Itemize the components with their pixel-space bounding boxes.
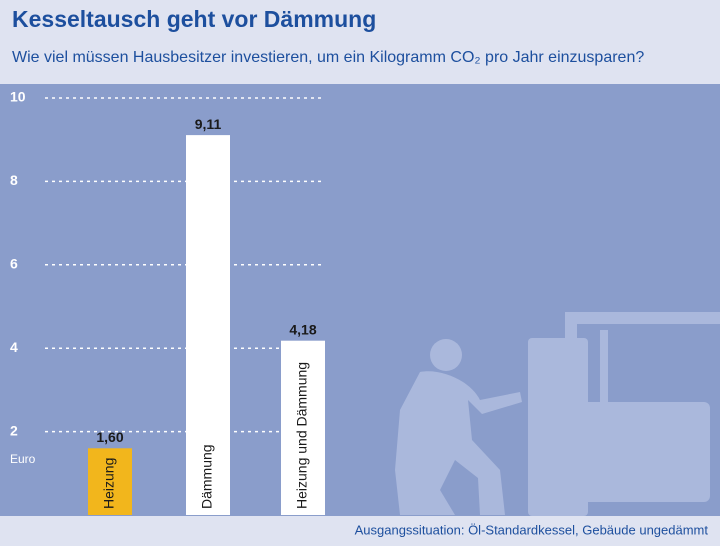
pipe bbox=[565, 312, 577, 342]
head bbox=[430, 339, 462, 371]
category-label: Heizung bbox=[101, 458, 117, 509]
y-axis-label: Euro bbox=[10, 452, 36, 466]
bar bbox=[281, 340, 325, 515]
radiator bbox=[570, 402, 710, 502]
worker bbox=[395, 371, 522, 515]
y-tick-label: 2 bbox=[10, 422, 18, 438]
bar bbox=[88, 448, 132, 515]
pipe bbox=[565, 312, 720, 324]
category-label: Dämmung bbox=[199, 444, 215, 509]
illustration bbox=[395, 312, 720, 516]
chart-title: Kesseltausch geht vor Dämmung bbox=[12, 6, 376, 32]
chart-subtitle: Wie viel müssen Hausbesitzer investieren… bbox=[12, 49, 644, 66]
footer-background bbox=[0, 516, 720, 546]
y-tick-label: 10 bbox=[10, 89, 26, 105]
value-label: 1,60 bbox=[96, 429, 123, 445]
bar bbox=[186, 135, 230, 515]
note: Ausgangssituation: Öl-Standardkessel, Ge… bbox=[355, 522, 709, 537]
pipe bbox=[600, 330, 608, 405]
y-tick-label: 6 bbox=[10, 256, 18, 272]
category-label: Heizung und Dämmung bbox=[294, 362, 310, 509]
value-label: 4,18 bbox=[289, 321, 316, 337]
y-tick-label: 4 bbox=[10, 339, 18, 355]
value-label: 9,11 bbox=[195, 116, 222, 132]
y-tick-label: 8 bbox=[10, 172, 18, 188]
